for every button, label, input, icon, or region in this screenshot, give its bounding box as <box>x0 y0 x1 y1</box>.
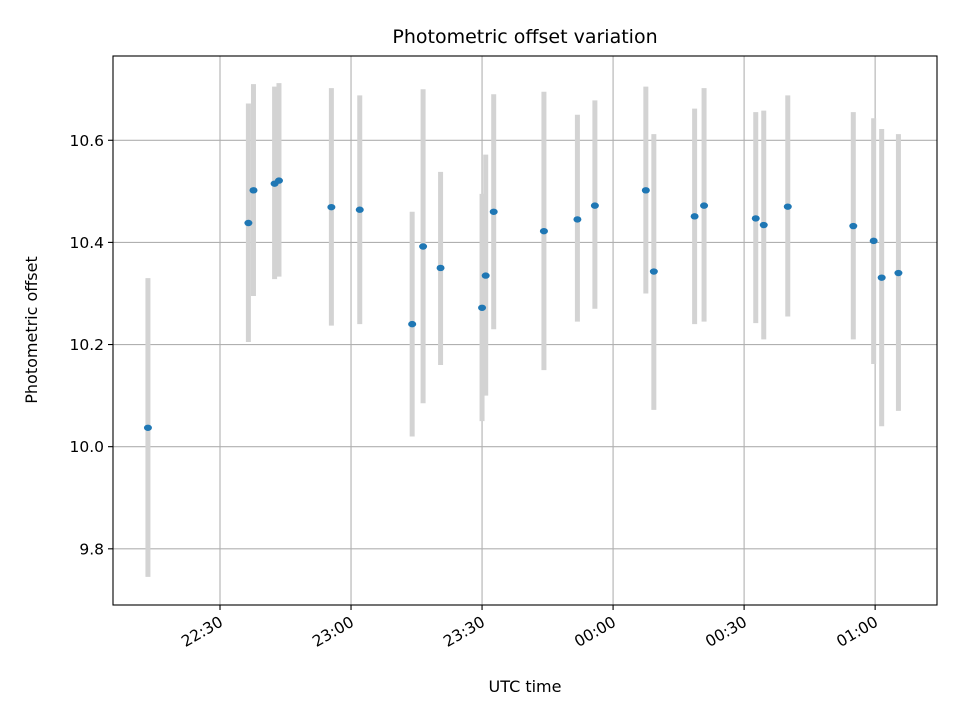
data-point <box>690 213 699 220</box>
data-point <box>539 227 548 235</box>
data-point <box>894 269 903 277</box>
data-point <box>481 272 490 279</box>
data-point <box>419 243 428 250</box>
data-point <box>436 264 445 272</box>
data-point <box>641 187 650 194</box>
data-point <box>649 268 658 275</box>
data-point <box>700 202 709 209</box>
data-point <box>489 208 498 215</box>
y-tick-label: 9.8 <box>79 540 104 558</box>
plot-frame <box>112 55 938 606</box>
y-tick-label: 10.6 <box>69 132 104 150</box>
data-point <box>327 203 336 211</box>
data-point <box>143 424 152 431</box>
data-point <box>869 237 878 245</box>
y-tick-label: 10.2 <box>69 336 104 354</box>
chart-title: Photometric offset variation <box>392 26 657 48</box>
data-point <box>751 215 760 222</box>
data-point <box>249 187 258 194</box>
x-axis-label: UTC time <box>489 677 562 696</box>
data-point <box>355 206 364 213</box>
data-point <box>759 221 768 229</box>
y-axis-ticks: 9.8 10.0 10.2 10.4 10.6 <box>69 132 113 558</box>
data-point <box>244 219 253 227</box>
data-point <box>590 202 599 209</box>
data-point <box>408 320 417 328</box>
data-point <box>274 177 283 184</box>
y-tick-label: 10.4 <box>69 234 104 252</box>
data-point <box>877 274 886 281</box>
data-point <box>573 216 582 223</box>
data-point <box>849 222 858 230</box>
data-point <box>783 203 792 210</box>
data-point <box>478 304 487 311</box>
data-points <box>143 177 903 431</box>
y-axis-label: Photometric offset <box>22 256 41 404</box>
y-tick-label: 10.0 <box>69 438 104 456</box>
